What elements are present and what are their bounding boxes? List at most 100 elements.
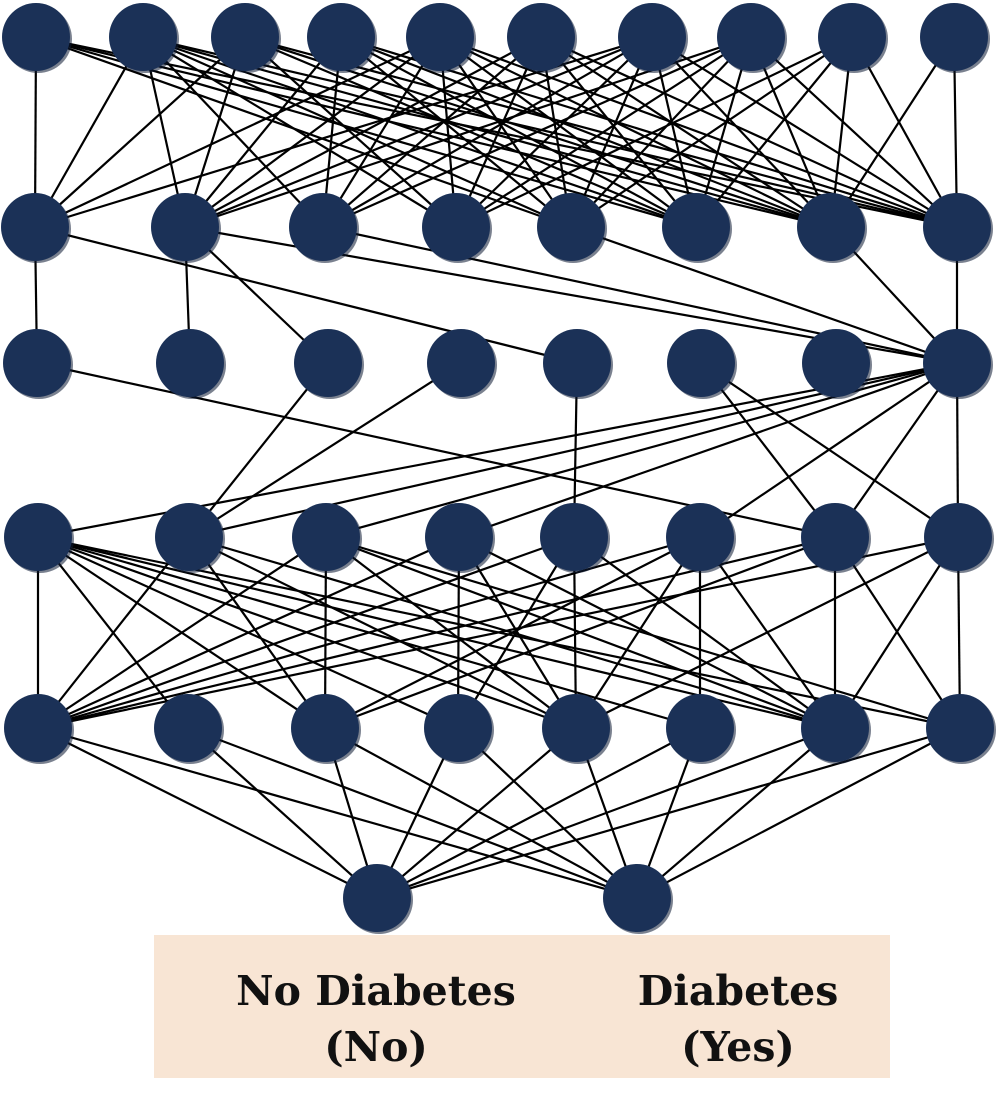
node-hidden-2-7 [923,329,991,397]
node-input-0 [2,3,70,71]
edge-hidden-4-6-to-output-0 [376,726,836,900]
edge-hidden-3-5-to-hidden-4-2 [324,536,701,729]
node-hidden-1-0 [1,193,69,261]
edge-input-2-to-hidden-1-3 [244,36,457,228]
edge-hidden-2-7-to-hidden-3-3 [458,361,958,539]
edge-input-8-to-hidden-1-3 [455,36,853,228]
edge-hidden-3-3-to-hidden-4-4 [458,536,577,729]
edge-hidden-2-7-to-hidden-3-5 [699,362,958,538]
node-hidden-1-3 [422,193,490,261]
edge-hidden-4-7-to-output-0 [376,726,961,900]
node-hidden-2-2 [294,329,362,397]
edge-input-5-to-hidden-1-5 [540,36,697,228]
node-input-9 [920,3,988,71]
edge-hidden-4-1-to-output-1 [187,726,638,900]
node-hidden-3-3 [425,503,493,571]
node-input-4 [406,3,474,71]
edge-input-1-to-hidden-1-0 [34,36,144,228]
edge-input-1-to-hidden-1-3 [142,36,457,228]
node-hidden-3-5 [666,503,734,571]
no-diabetes-sublabel: (No) [324,1023,428,1071]
node-hidden-3-2 [292,503,360,571]
output-label-no-diabetes: No Diabetes (No) [226,963,526,1075]
edge-input-7-to-hidden-1-4 [570,36,752,228]
edge-input-5-to-hidden-1-7 [540,35,958,229]
edge-input-6-to-hidden-1-3 [455,36,653,228]
node-input-8 [818,3,886,71]
edge-input-0-to-hidden-1-7 [35,35,958,229]
edge-input-4-to-hidden-1-2 [322,36,441,228]
node-input-1 [109,3,177,71]
connection-edges [33,35,962,900]
edge-hidden-2-3-to-hidden-3-1 [188,362,462,538]
edge-hidden-1-0-to-hidden-2-4 [34,225,578,365]
node-input-5 [507,3,575,71]
node-hidden-4-3 [424,694,492,762]
node-hidden-3-6 [801,503,869,571]
no-diabetes-label: No Diabetes [236,967,516,1015]
edge-hidden-4-4-to-output-0 [376,727,577,899]
edge-input-1-to-hidden-1-4 [142,35,572,229]
node-hidden-2-6 [802,329,870,397]
node-hidden-2-0 [3,329,71,397]
edge-hidden-3-5-to-hidden-4-4 [575,536,701,729]
node-hidden-4-1 [154,694,222,762]
edge-hidden-4-1-to-output-0 [187,727,378,899]
edge-input-4-to-hidden-1-4 [439,36,572,228]
edge-hidden-3-3-to-hidden-4-0 [37,535,460,730]
edge-hidden-3-6-to-hidden-4-2 [324,535,836,730]
edge-hidden-4-7-to-output-1 [636,727,961,899]
edge-hidden-4-0-to-output-1 [37,726,638,900]
edge-hidden-3-4-to-hidden-4-3 [457,536,575,729]
node-hidden-1-7 [923,193,991,261]
edge-hidden-1-4-to-hidden-2-7 [570,225,958,365]
node-hidden-4-6 [801,694,869,762]
edge-hidden-2-2-to-hidden-3-1 [188,362,329,538]
node-hidden-4-0 [4,694,72,762]
edge-input-5-to-hidden-1-1 [184,36,542,228]
node-input-7 [717,3,785,71]
edge-input-1-to-hidden-1-2 [142,36,324,228]
node-input-6 [618,3,686,71]
edge-hidden-3-2-to-hidden-4-0 [37,536,327,729]
edge-input-3-to-hidden-1-4 [340,36,572,228]
node-hidden-2-3 [427,329,495,397]
edge-input-8-to-hidden-1-4 [570,36,853,228]
node-hidden-4-4 [542,694,610,762]
edge-hidden-3-4-to-hidden-4-6 [573,536,836,729]
edge-input-3-to-hidden-1-5 [340,36,697,228]
node-output-0 [343,864,411,932]
diabetes-sublabel: (Yes) [681,1023,795,1071]
node-hidden-3-1 [155,503,223,571]
node-output-1 [603,864,671,932]
edge-hidden-4-0-to-output-0 [37,727,378,899]
node-hidden-2-5 [667,329,735,397]
edge-hidden-4-5-to-output-0 [376,727,701,899]
edge-input-6-to-hidden-1-2 [322,36,653,228]
node-hidden-2-4 [543,329,611,397]
edge-input-5-to-hidden-1-2 [322,36,542,228]
edge-hidden-3-1-to-hidden-4-0 [37,536,190,729]
edge-input-4-to-hidden-1-0 [34,36,441,228]
edge-input-3-to-hidden-1-6 [340,35,832,229]
edge-input-5-to-hidden-1-6 [540,36,832,228]
network-nodes [1,3,996,934]
output-label-panel: No Diabetes (No) Diabetes (Yes) [154,935,890,1078]
node-hidden-4-7 [926,694,994,762]
edge-input-7-to-hidden-1-2 [322,35,752,229]
node-hidden-3-7 [924,503,992,571]
edge-input-3-to-hidden-1-1 [184,36,342,228]
edge-hidden-3-1-to-hidden-4-2 [188,536,326,729]
node-hidden-3-4 [540,503,608,571]
edge-hidden-3-1-to-hidden-4-4 [188,536,577,729]
node-hidden-2-1 [156,329,224,397]
edge-input-6-to-hidden-1-1 [184,35,653,229]
node-hidden-1-5 [662,193,730,261]
edge-hidden-4-2-to-output-1 [324,727,638,899]
edge-input-8-to-hidden-1-5 [695,36,853,228]
edge-input-4-to-hidden-1-1 [184,36,441,228]
node-hidden-4-5 [666,694,734,762]
edge-hidden-3-7-to-hidden-4-4 [575,536,959,729]
node-input-3 [307,3,375,71]
